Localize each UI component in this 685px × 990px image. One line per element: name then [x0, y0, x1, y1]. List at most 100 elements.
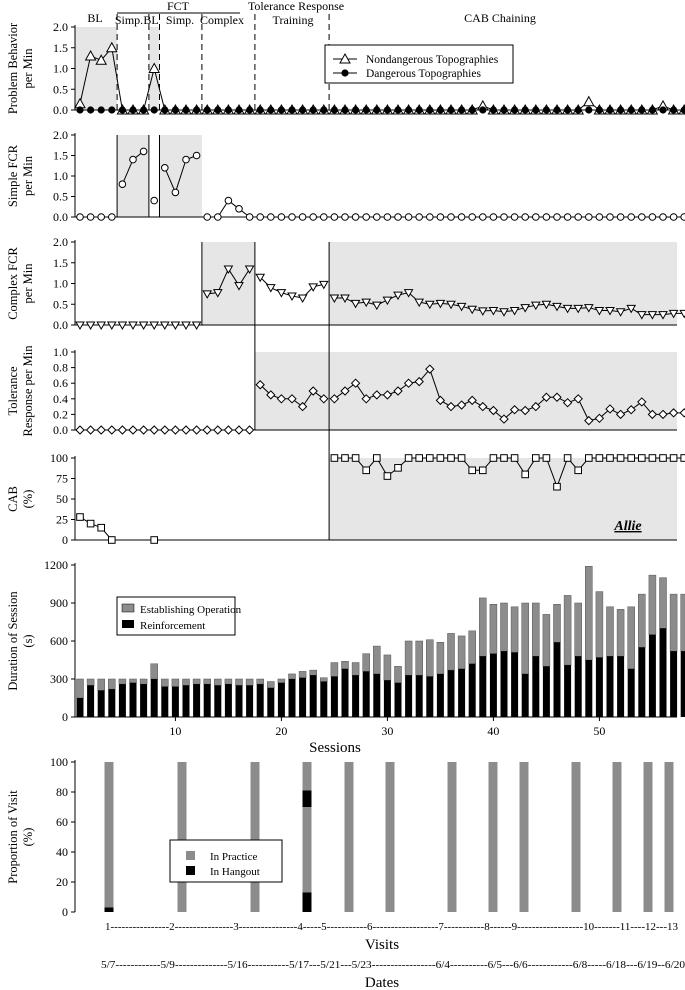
open-circle-point: [224, 196, 233, 205]
open-circle-point: [97, 213, 105, 221]
filled-circle-point: [352, 106, 360, 114]
filled-circle-point: [479, 106, 487, 114]
legend-swatch-practice: [186, 851, 195, 860]
filled-circle-point: [617, 106, 625, 114]
eo-bar: [235, 678, 243, 686]
y-tick-label: 0.5: [53, 82, 68, 96]
reinforcement-bar: [97, 690, 105, 717]
triangle-up-point: [582, 95, 595, 107]
open-circle-point: [235, 205, 243, 213]
triangle-down-point: [287, 292, 297, 301]
open-circle-point: [192, 151, 201, 160]
filled-circle-point: [309, 106, 317, 114]
reinforcement-bar: [129, 682, 137, 717]
eo-bar: [192, 678, 201, 685]
triangle-down-point: [382, 296, 393, 306]
open-circle-point: [139, 147, 148, 156]
y-axis-label-line-1: Duration of Session: [6, 591, 20, 691]
y-tick-label: 0.0: [53, 423, 68, 437]
filled-circle-point: [299, 106, 307, 114]
diamond-point: [668, 408, 679, 418]
reinforcement-bar: [468, 663, 476, 717]
triangle-down-point: [647, 311, 658, 320]
y-tick-label: 0: [62, 533, 68, 547]
open-circle-point: [447, 213, 455, 221]
x-tick-label: 50: [593, 724, 605, 738]
practice-bar: [612, 762, 622, 912]
reinforcement-bar: [521, 673, 529, 717]
y-tick-label: 0: [62, 905, 68, 919]
open-circle-point: [457, 213, 466, 221]
filled-circle-point: [510, 106, 519, 114]
eo-bar: [267, 681, 275, 689]
y-tick-label: 1.0: [53, 62, 68, 76]
triangle-down-point: [615, 308, 626, 317]
eo-bar: [118, 678, 127, 685]
square-point: [97, 523, 106, 532]
open-circle-point: [320, 213, 328, 221]
eo-bar: [638, 593, 646, 648]
y-tick-label: 1.5: [53, 256, 68, 270]
reinforcement-bar: [447, 670, 455, 717]
reinforcement-bar: [330, 676, 338, 717]
reinforcement-bar: [617, 656, 625, 717]
reinforcement-bar: [648, 634, 656, 717]
filled-circle-point: [108, 106, 116, 114]
diamond-point: [478, 401, 488, 412]
square-point: [489, 454, 498, 462]
panel-duration: 0 300 600 900 1200 Duration of Session (s) 10 20…: [6, 558, 685, 738]
eo-bar: [224, 678, 233, 685]
open-circle-point: [362, 213, 371, 221]
triangle-down-point: [297, 294, 308, 304]
legend-proportion: In Practice In Hangout: [169, 839, 283, 883]
filled-circle-point: [585, 106, 593, 114]
y-tick-label: 1200: [44, 558, 68, 572]
triangle-down-point: [530, 301, 541, 311]
triangle-down-point: [520, 304, 531, 313]
open-circle-point: [595, 213, 604, 221]
open-circle-point: [500, 213, 508, 221]
panel-simple-fcr: 0.0 0.5 1.0 1.5 2.0 Simple FCR per Min: [6, 128, 685, 224]
eo-bar: [489, 604, 498, 654]
triangle-down-point: [361, 298, 372, 308]
triangle-down-point: [393, 291, 403, 301]
eo-bar: [330, 662, 339, 677]
y-tick-label: 0.0: [53, 210, 68, 224]
eo-bar: [585, 566, 593, 661]
visits-axis-label: Visits: [365, 937, 399, 953]
square-point: [680, 454, 685, 462]
eo-bar: [320, 677, 328, 682]
filled-circle-point: [140, 106, 148, 114]
square-point: [638, 454, 646, 462]
practice-bar: [177, 762, 187, 912]
diamond-point: [626, 405, 636, 415]
filled-circle-point: [489, 106, 497, 114]
diamond-point: [350, 378, 361, 388]
eo-bar: [129, 678, 137, 684]
filled-circle-point: [203, 106, 211, 114]
filled-circle-point: [595, 106, 604, 114]
filled-circle-point: [648, 106, 657, 114]
triangle-down-point: [159, 321, 170, 331]
open-circle-point: [150, 196, 158, 205]
open-circle-point: [330, 213, 339, 221]
triangle-down-point: [509, 306, 520, 316]
practice-bar: [488, 762, 498, 912]
y-tick-label: 0.6: [53, 376, 68, 390]
triangle-down-point: [329, 294, 340, 304]
y-tick-label: 2.0: [53, 235, 68, 249]
panel-tolerance-response: 0.0 0.20.4 0.60.8 1.0 Tolerance Response per …: [6, 345, 685, 437]
y-axis-label-line-2: per Min: [21, 263, 35, 304]
diamond-point: [276, 394, 287, 404]
diamond-point: [605, 404, 615, 414]
triangle-down-point: [435, 299, 446, 309]
triangle-down-point: [605, 306, 615, 316]
open-circle-point: [341, 213, 349, 221]
triangle-down-point: [223, 265, 234, 274]
eo-bar: [606, 606, 614, 657]
sessions-axis-label: Sessions: [309, 740, 361, 756]
open-circle-point: [542, 213, 551, 221]
triangle-down-point: [594, 306, 605, 316]
square-point: [341, 454, 349, 462]
open-circle-point: [489, 213, 498, 221]
